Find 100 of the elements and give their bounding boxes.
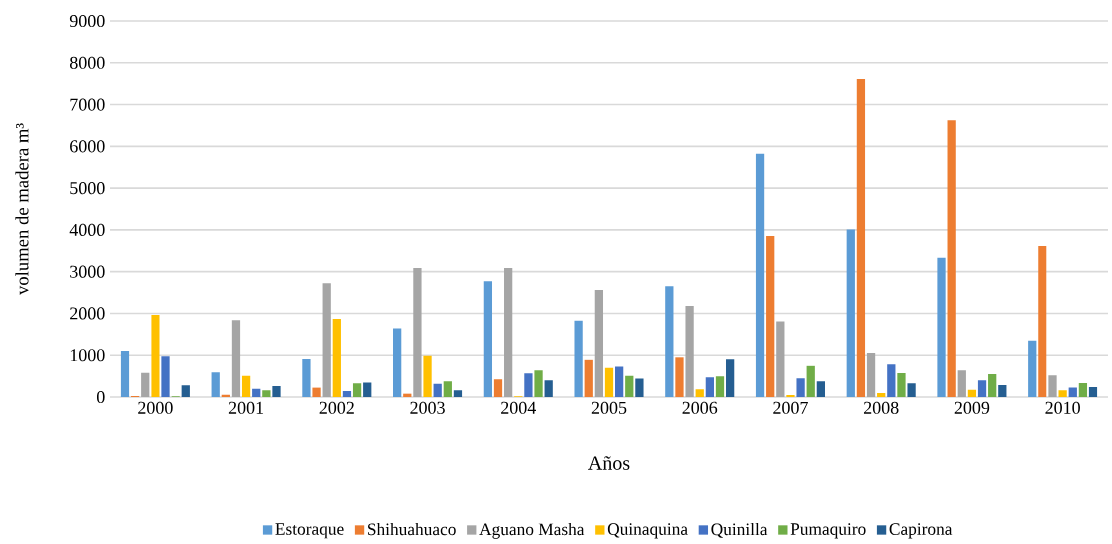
bar (141, 372, 150, 397)
legend-label: Capirona (889, 523, 953, 539)
bar (493, 379, 503, 397)
bar (907, 383, 916, 397)
bar (252, 388, 261, 397)
bar (937, 257, 946, 397)
bar (332, 318, 341, 397)
bar (594, 290, 604, 397)
x-tick-label: 2006 (682, 401, 718, 414)
bar (816, 381, 825, 397)
bar (544, 380, 553, 397)
bar (241, 375, 251, 397)
bar (665, 286, 674, 397)
bar (685, 305, 694, 397)
bar (897, 372, 906, 397)
x-tick-label: 2002 (319, 401, 354, 414)
bar (231, 320, 241, 397)
y-tick-label: 8000 (69, 56, 105, 69)
bar (161, 356, 170, 397)
bar (604, 367, 614, 397)
bar (615, 366, 624, 397)
bar (715, 376, 725, 397)
y-tick-label: 2000 (70, 307, 105, 320)
bar (755, 153, 765, 397)
bar (776, 321, 785, 397)
bar (302, 358, 311, 397)
bar (947, 120, 956, 397)
bar (726, 359, 735, 397)
bar (967, 389, 977, 397)
bar (584, 359, 593, 397)
legend-label: Estoraque (275, 523, 344, 539)
bar (675, 357, 684, 397)
bar (453, 390, 463, 397)
bar (534, 370, 543, 397)
y-tick-label: 1000 (70, 349, 105, 362)
bar (181, 385, 190, 397)
bar (433, 383, 442, 397)
legend-label: Quinilla (711, 522, 768, 538)
y-tick-label: 0 (96, 390, 105, 404)
legend-label: Pumaquiro (790, 523, 866, 539)
bar (272, 385, 281, 397)
bar (1078, 383, 1088, 397)
x-tick-label: 2009 (954, 401, 990, 414)
bar (312, 387, 321, 397)
bar (423, 355, 432, 397)
bar (363, 382, 372, 397)
bar (342, 390, 352, 397)
legend-label: Quinaquina (607, 523, 688, 539)
bar (1028, 340, 1037, 397)
x-tick-label: 2003 (410, 401, 445, 414)
bar (786, 394, 795, 397)
bar (120, 351, 130, 397)
y-tick-label: 3000 (70, 265, 105, 278)
bar (151, 315, 160, 397)
x-tick-label: 2004 (501, 401, 536, 414)
bar (393, 328, 402, 397)
x-tick-label: 2005 (591, 401, 627, 414)
y-tick-label: 7000 (70, 98, 105, 111)
y-axis-title: volumen de madera m³ (15, 123, 29, 295)
bar (866, 352, 876, 397)
bar (1038, 245, 1047, 397)
x-tick-label: 2001 (228, 401, 264, 414)
y-tick-label: 4000 (69, 223, 105, 236)
legend-label: Shihuahuaco (368, 522, 456, 536)
bar (766, 235, 775, 397)
x-axis-title: Años (588, 456, 630, 470)
bar (262, 390, 271, 397)
bar (846, 229, 855, 397)
bar (856, 79, 866, 397)
bar (352, 383, 362, 397)
y-tick-label: 6000 (70, 140, 105, 153)
bar (443, 381, 452, 397)
x-tick-label: 2007 (773, 401, 808, 414)
bar (1048, 375, 1057, 397)
bar (887, 364, 896, 397)
bar (957, 370, 966, 397)
bar (524, 373, 533, 397)
bar (1088, 386, 1098, 397)
bar (1068, 387, 1077, 397)
bar (322, 283, 331, 397)
y-tick-label: 5000 (70, 182, 105, 195)
bar (211, 372, 220, 397)
bar (977, 380, 987, 397)
bar (796, 378, 805, 397)
bar (705, 377, 714, 397)
bar (413, 267, 422, 397)
x-tick-label: 2000 (138, 401, 173, 414)
bar (695, 389, 704, 397)
y-tick-label: 9000 (69, 14, 105, 28)
bar (988, 374, 997, 397)
x-tick-label: 2008 (863, 401, 899, 414)
bar (1058, 390, 1067, 397)
bar (483, 281, 493, 397)
bar (625, 375, 634, 397)
legend-label: Aguano Masha (479, 522, 585, 539)
bar (998, 384, 1007, 397)
bar (574, 320, 583, 397)
bar (635, 378, 644, 397)
bar (877, 393, 886, 397)
x-tick-label: 2010 (1045, 401, 1080, 414)
